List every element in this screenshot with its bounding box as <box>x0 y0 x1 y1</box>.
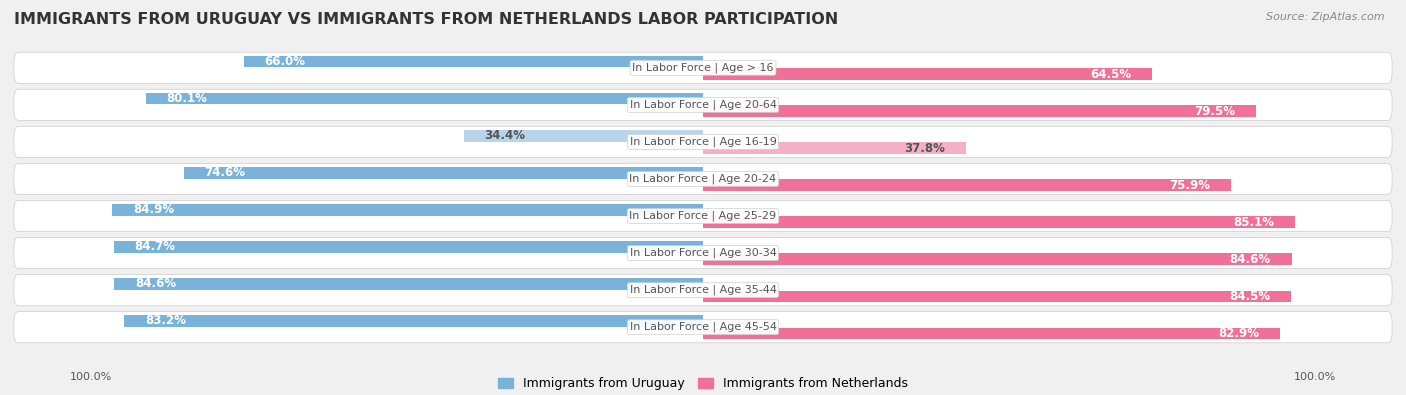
Bar <box>703 327 1279 339</box>
Text: 64.5%: 64.5% <box>1090 68 1130 81</box>
FancyBboxPatch shape <box>14 237 1392 269</box>
Bar <box>114 241 703 253</box>
Text: 82.9%: 82.9% <box>1218 327 1258 340</box>
Text: 100.0%: 100.0% <box>70 372 112 382</box>
Bar <box>243 56 703 68</box>
Text: In Labor Force | Age 45-54: In Labor Force | Age 45-54 <box>630 322 776 333</box>
Text: IMMIGRANTS FROM URUGUAY VS IMMIGRANTS FROM NETHERLANDS LABOR PARTICIPATION: IMMIGRANTS FROM URUGUAY VS IMMIGRANTS FR… <box>14 12 838 27</box>
Bar <box>703 179 1232 191</box>
FancyBboxPatch shape <box>14 312 1392 343</box>
Bar <box>464 130 703 141</box>
FancyBboxPatch shape <box>14 126 1392 158</box>
Bar <box>114 278 703 290</box>
Text: 84.6%: 84.6% <box>1230 253 1271 266</box>
Text: In Labor Force | Age > 16: In Labor Force | Age > 16 <box>633 62 773 73</box>
Bar <box>703 142 966 154</box>
Bar <box>124 315 703 327</box>
Bar <box>112 204 703 216</box>
Bar <box>703 216 1295 228</box>
Text: In Labor Force | Age 16-19: In Labor Force | Age 16-19 <box>630 137 776 147</box>
Text: 84.9%: 84.9% <box>134 203 174 216</box>
Bar <box>703 291 1291 303</box>
Bar <box>703 254 1292 265</box>
Text: In Labor Force | Age 35-44: In Labor Force | Age 35-44 <box>630 285 776 295</box>
FancyBboxPatch shape <box>14 275 1392 306</box>
Text: 80.1%: 80.1% <box>166 92 207 105</box>
FancyBboxPatch shape <box>14 89 1392 120</box>
Text: 84.5%: 84.5% <box>1229 290 1270 303</box>
FancyBboxPatch shape <box>14 164 1392 194</box>
Text: In Labor Force | Age 30-34: In Labor Force | Age 30-34 <box>630 248 776 258</box>
Bar <box>703 68 1152 80</box>
Text: 34.4%: 34.4% <box>485 129 526 142</box>
Text: 85.1%: 85.1% <box>1233 216 1274 229</box>
Bar <box>703 105 1256 117</box>
Bar <box>184 167 703 179</box>
Text: 79.5%: 79.5% <box>1194 105 1236 118</box>
Text: 66.0%: 66.0% <box>264 55 305 68</box>
FancyBboxPatch shape <box>14 52 1392 83</box>
Text: 75.9%: 75.9% <box>1170 179 1211 192</box>
Text: 83.2%: 83.2% <box>145 314 186 327</box>
Text: 37.8%: 37.8% <box>904 142 945 155</box>
Text: In Labor Force | Age 20-24: In Labor Force | Age 20-24 <box>630 174 776 184</box>
FancyBboxPatch shape <box>14 201 1392 231</box>
Text: In Labor Force | Age 25-29: In Labor Force | Age 25-29 <box>630 211 776 221</box>
Bar <box>146 92 703 104</box>
Text: 74.6%: 74.6% <box>205 166 246 179</box>
Text: In Labor Force | Age 20-64: In Labor Force | Age 20-64 <box>630 100 776 110</box>
Text: Source: ZipAtlas.com: Source: ZipAtlas.com <box>1267 12 1385 22</box>
Text: 84.7%: 84.7% <box>135 240 176 253</box>
Text: 84.6%: 84.6% <box>135 277 176 290</box>
Legend: Immigrants from Uruguay, Immigrants from Netherlands: Immigrants from Uruguay, Immigrants from… <box>494 372 912 395</box>
Text: 100.0%: 100.0% <box>1294 372 1336 382</box>
